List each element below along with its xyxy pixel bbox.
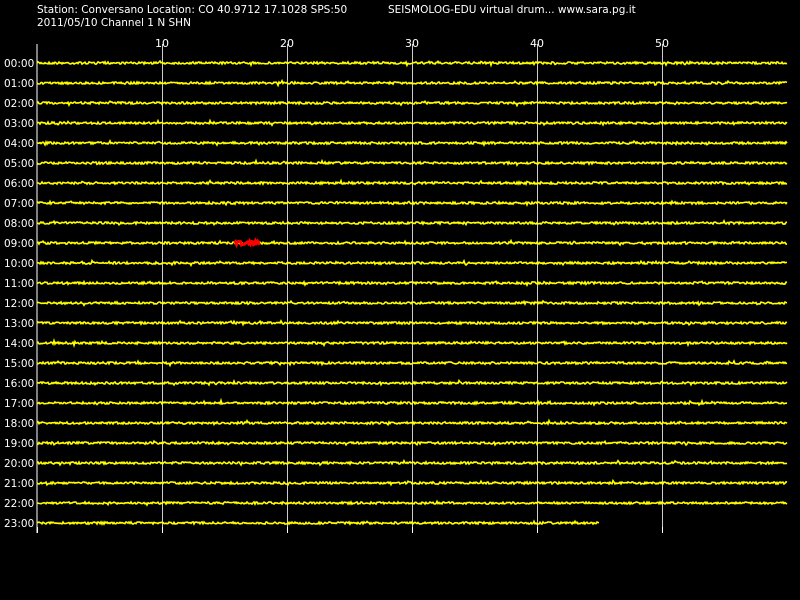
row-label-1400: 14:00 bbox=[4, 338, 34, 350]
row-label-2100: 21:00 bbox=[4, 478, 34, 490]
trace-1400 bbox=[36, 337, 788, 348]
trace-1000 bbox=[36, 258, 788, 268]
row-label-0100: 01:00 bbox=[4, 78, 34, 90]
row-label-1600: 16:00 bbox=[4, 378, 34, 390]
x-tick-label-20: 20 bbox=[280, 37, 294, 50]
trace-1800 bbox=[36, 418, 788, 427]
app-title: SEISMOLOG-EDU virtual drum... www.sara.p… bbox=[388, 4, 636, 16]
trace-1200 bbox=[36, 299, 787, 307]
trace-1300 bbox=[36, 319, 788, 327]
date-channel: 2011/05/10 Channel 1 N SHN bbox=[37, 17, 191, 29]
row-label-1800: 18:00 bbox=[4, 418, 34, 430]
trace-1600 bbox=[36, 378, 788, 387]
row-label-0800: 08:00 bbox=[4, 218, 34, 230]
row-label-1300: 13:00 bbox=[4, 318, 34, 330]
trace-0200 bbox=[36, 99, 788, 108]
row-label-0500: 05:00 bbox=[4, 158, 34, 170]
trace-1700 bbox=[36, 397, 788, 407]
x-tick-label-30: 30 bbox=[405, 37, 419, 50]
trace-2100 bbox=[36, 478, 788, 487]
row-label-1500: 15:00 bbox=[4, 358, 34, 370]
row-label-2000: 20:00 bbox=[4, 458, 34, 470]
event-highlight-0 bbox=[233, 237, 261, 249]
row-label-0400: 04:00 bbox=[4, 138, 34, 150]
trace-0400 bbox=[36, 138, 788, 148]
x-tick-label-40: 40 bbox=[530, 37, 544, 50]
trace-0000 bbox=[36, 59, 788, 68]
row-label-0600: 06:00 bbox=[4, 178, 34, 190]
trace-0600 bbox=[36, 178, 788, 187]
row-label-0300: 03:00 bbox=[4, 118, 34, 130]
trace-0800 bbox=[36, 219, 788, 227]
trace-2300 bbox=[36, 519, 600, 526]
x-tick-label-50: 50 bbox=[655, 37, 669, 50]
trace-0300 bbox=[36, 118, 788, 127]
row-label-1700: 17:00 bbox=[4, 398, 34, 410]
trace-1500 bbox=[36, 359, 788, 368]
row-label-0700: 07:00 bbox=[4, 198, 34, 210]
trace-2000 bbox=[36, 458, 788, 467]
row-label-2200: 22:00 bbox=[4, 498, 34, 510]
trace-0900 bbox=[36, 238, 787, 247]
trace-0700 bbox=[36, 199, 788, 208]
x-tick-label-10: 10 bbox=[155, 37, 169, 50]
row-label-2300: 23:00 bbox=[4, 518, 34, 530]
row-label-1900: 19:00 bbox=[4, 438, 34, 450]
row-label-1000: 10:00 bbox=[4, 258, 34, 270]
row-label-0000: 00:00 bbox=[4, 58, 34, 70]
trace-1100 bbox=[36, 279, 788, 288]
row-label-1200: 12:00 bbox=[4, 298, 34, 310]
row-label-1100: 11:00 bbox=[4, 278, 34, 290]
station-info: Station: Conversano Location: CO 40.9712… bbox=[37, 4, 348, 16]
trace-0100 bbox=[36, 78, 788, 88]
row-label-0900: 09:00 bbox=[4, 238, 34, 250]
trace-0500 bbox=[36, 158, 788, 167]
trace-2200 bbox=[36, 499, 788, 507]
trace-1900 bbox=[36, 439, 788, 447]
row-label-0200: 02:00 bbox=[4, 98, 34, 110]
